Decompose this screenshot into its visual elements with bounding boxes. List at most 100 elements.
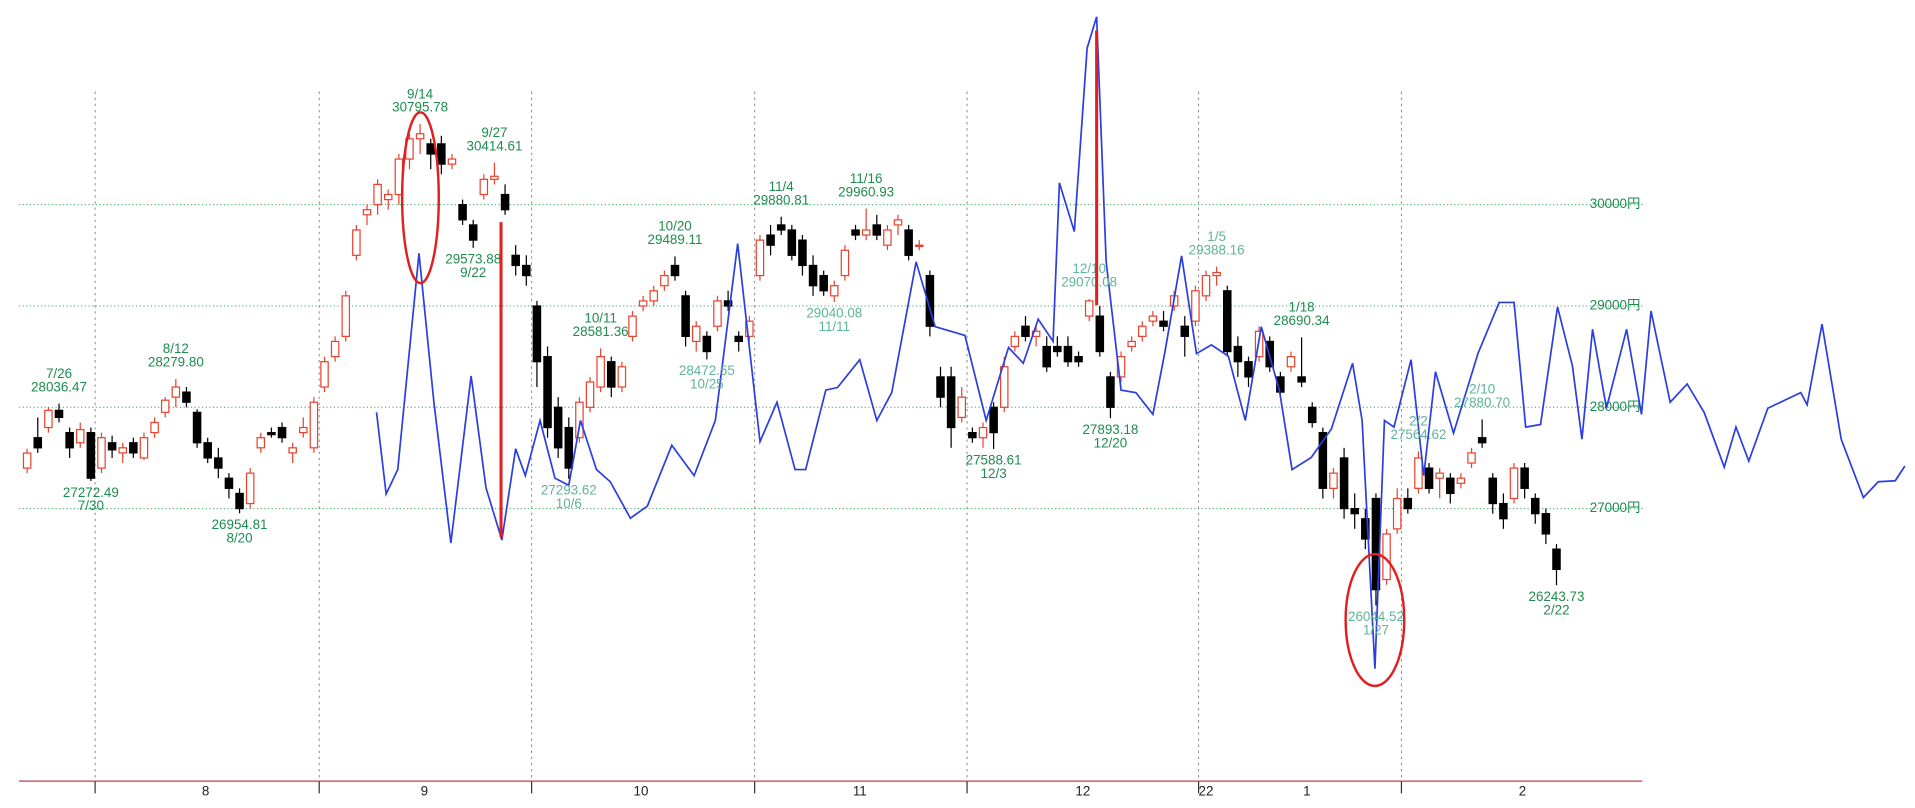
annotation-date: 7/30 bbox=[78, 498, 104, 513]
candle-body bbox=[1244, 361, 1253, 378]
candle-body bbox=[978, 426, 988, 439]
candle-body bbox=[245, 472, 255, 505]
annotation-date: 8/12 bbox=[163, 341, 189, 356]
candle-body bbox=[1010, 335, 1020, 348]
annotation-value: 28690.34 bbox=[1274, 313, 1330, 328]
candle-body bbox=[1477, 437, 1487, 444]
candle-body bbox=[75, 428, 85, 444]
candle-body bbox=[702, 335, 712, 353]
candle-body bbox=[479, 178, 489, 196]
candle-body bbox=[97, 437, 106, 469]
candle-body bbox=[139, 437, 149, 459]
annotation-value: 28036.47 bbox=[31, 379, 87, 394]
candle-body bbox=[341, 295, 351, 337]
candle-body bbox=[670, 264, 680, 277]
candle-body bbox=[872, 224, 882, 236]
candle-body bbox=[1530, 497, 1540, 515]
candle-body bbox=[553, 406, 563, 449]
candle-body bbox=[1074, 356, 1083, 363]
x-tick-label: 11 bbox=[853, 784, 867, 799]
candle-body bbox=[840, 249, 850, 277]
annotation-date: 10/11 bbox=[584, 311, 617, 326]
annotation-date: 1/27 bbox=[1363, 623, 1389, 638]
candle-body bbox=[776, 224, 786, 231]
annotation-date: 10/20 bbox=[658, 219, 692, 234]
candle-body bbox=[203, 442, 212, 459]
candle-body bbox=[1127, 340, 1136, 348]
annotation-date: 10/25 bbox=[690, 377, 724, 392]
candle-body bbox=[617, 366, 627, 388]
candle-body bbox=[522, 264, 531, 277]
candle-body bbox=[1307, 406, 1317, 424]
x-tick-label: 10 bbox=[634, 784, 649, 799]
candle-body bbox=[224, 477, 234, 489]
x-tick-label: 1 bbox=[1303, 784, 1310, 799]
candle-body bbox=[787, 229, 797, 256]
candle-body bbox=[1350, 507, 1359, 515]
candle-body bbox=[299, 426, 308, 434]
annotation-date: 10/6 bbox=[556, 496, 582, 511]
candle-body bbox=[129, 442, 138, 454]
candle-body bbox=[691, 325, 701, 343]
candle-body bbox=[607, 361, 616, 388]
candle-body bbox=[1191, 290, 1200, 322]
candle-body bbox=[1329, 472, 1338, 489]
candle-body bbox=[649, 290, 659, 302]
annotation-date: 11/16 bbox=[850, 171, 883, 186]
candle-body bbox=[86, 432, 96, 479]
candle-body bbox=[118, 447, 128, 454]
annotation-value: 27564.62 bbox=[1390, 427, 1446, 442]
annotation-date: 7/26 bbox=[46, 366, 72, 381]
candle-body bbox=[1339, 457, 1349, 510]
annotation-value: 28279.80 bbox=[148, 355, 204, 370]
candle-body bbox=[1541, 513, 1551, 535]
candle-body bbox=[904, 229, 913, 256]
candle-body bbox=[1552, 548, 1561, 571]
candle-body bbox=[1063, 345, 1073, 363]
candle-body bbox=[585, 381, 595, 408]
candle-body bbox=[171, 386, 181, 398]
annotation-value: 29489.11 bbox=[648, 232, 703, 247]
candle-body bbox=[989, 406, 998, 434]
candle-body bbox=[1233, 345, 1243, 363]
candle-body bbox=[309, 401, 319, 449]
candle-body bbox=[755, 239, 765, 277]
candle-body bbox=[1392, 497, 1402, 530]
candle-body bbox=[1042, 345, 1051, 368]
candle-body bbox=[1021, 325, 1030, 337]
candle-body bbox=[160, 399, 170, 413]
candle-body bbox=[362, 209, 372, 216]
annotation-date: 2/2 bbox=[1409, 414, 1428, 429]
candle-body bbox=[564, 426, 574, 469]
candle-body bbox=[1509, 467, 1519, 500]
candle-body bbox=[1212, 271, 1221, 277]
y-tick-label: 29000円 bbox=[1590, 298, 1641, 313]
candle-body bbox=[1095, 315, 1105, 353]
annotation-value: 29573.88 bbox=[445, 252, 501, 267]
candle-body bbox=[1403, 497, 1413, 510]
candle-body bbox=[1488, 477, 1498, 505]
candle-body bbox=[1106, 376, 1115, 408]
candle-body bbox=[999, 366, 1009, 408]
candle-body bbox=[1414, 457, 1423, 489]
candle-body bbox=[766, 234, 775, 246]
annotation-value: 29880.81 bbox=[753, 192, 809, 207]
x-tick-label: 2 bbox=[1519, 784, 1526, 799]
candle-body bbox=[107, 442, 117, 451]
candle-body bbox=[638, 300, 648, 307]
candle-body bbox=[437, 143, 446, 165]
candle-body bbox=[1084, 300, 1094, 317]
cycle-line bbox=[375, 16, 1906, 669]
candle-body bbox=[1286, 356, 1296, 368]
candle-body bbox=[723, 300, 733, 307]
annotation-value: 26044.52 bbox=[1348, 609, 1404, 624]
candle-body bbox=[1138, 325, 1147, 337]
candle-body bbox=[819, 274, 828, 292]
candle-body bbox=[1318, 432, 1328, 489]
highlight-ellipse bbox=[400, 111, 440, 285]
candle-body bbox=[628, 315, 637, 337]
candle-body bbox=[54, 409, 64, 419]
